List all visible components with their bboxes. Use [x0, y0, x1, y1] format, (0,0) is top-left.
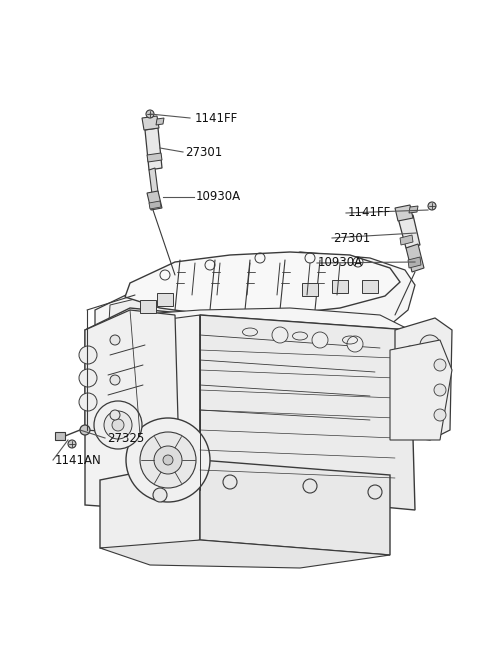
- Circle shape: [347, 336, 363, 352]
- Circle shape: [79, 346, 97, 364]
- Polygon shape: [302, 283, 318, 296]
- Polygon shape: [156, 118, 164, 125]
- Polygon shape: [145, 128, 162, 170]
- Circle shape: [79, 393, 97, 411]
- Polygon shape: [362, 280, 378, 293]
- Circle shape: [163, 455, 173, 465]
- Circle shape: [434, 384, 446, 396]
- Text: 27301: 27301: [185, 145, 222, 159]
- Polygon shape: [142, 116, 159, 130]
- Circle shape: [146, 110, 154, 118]
- Polygon shape: [149, 168, 158, 194]
- Circle shape: [303, 479, 317, 493]
- Polygon shape: [200, 460, 390, 555]
- Text: 1141FF: 1141FF: [195, 111, 238, 124]
- Circle shape: [272, 327, 288, 343]
- Circle shape: [79, 369, 97, 387]
- Circle shape: [420, 405, 440, 425]
- Polygon shape: [398, 215, 420, 248]
- Polygon shape: [100, 460, 200, 555]
- Circle shape: [110, 410, 120, 420]
- Polygon shape: [390, 340, 452, 440]
- Circle shape: [223, 475, 237, 489]
- Text: 27325: 27325: [107, 432, 144, 445]
- Circle shape: [153, 488, 167, 502]
- Polygon shape: [55, 432, 65, 440]
- Circle shape: [420, 382, 440, 402]
- Circle shape: [428, 202, 436, 210]
- Text: 27301: 27301: [333, 231, 370, 244]
- Polygon shape: [149, 201, 161, 209]
- Polygon shape: [147, 153, 162, 162]
- Polygon shape: [95, 293, 200, 362]
- Polygon shape: [100, 540, 390, 568]
- Text: 1141FF: 1141FF: [348, 206, 391, 219]
- Circle shape: [94, 401, 142, 449]
- Circle shape: [312, 332, 328, 348]
- Polygon shape: [108, 293, 185, 352]
- Circle shape: [434, 409, 446, 421]
- Circle shape: [112, 419, 124, 431]
- Polygon shape: [255, 252, 415, 332]
- Text: 10930A: 10930A: [318, 257, 363, 269]
- Circle shape: [368, 485, 382, 499]
- Polygon shape: [395, 318, 452, 440]
- Circle shape: [104, 411, 132, 439]
- Polygon shape: [409, 206, 418, 213]
- Polygon shape: [200, 315, 415, 510]
- Polygon shape: [408, 257, 421, 268]
- Polygon shape: [395, 205, 413, 221]
- Circle shape: [126, 418, 210, 502]
- Polygon shape: [147, 191, 162, 210]
- Circle shape: [420, 358, 440, 378]
- Circle shape: [110, 335, 120, 345]
- Text: 10930A: 10930A: [196, 191, 241, 204]
- Polygon shape: [125, 252, 400, 315]
- Text: 1141AN: 1141AN: [55, 453, 102, 466]
- Polygon shape: [85, 310, 178, 435]
- Polygon shape: [400, 235, 413, 245]
- Polygon shape: [332, 280, 348, 293]
- Polygon shape: [85, 308, 200, 510]
- Circle shape: [434, 359, 446, 371]
- Polygon shape: [140, 300, 156, 313]
- Circle shape: [80, 425, 90, 435]
- Circle shape: [68, 440, 76, 448]
- Polygon shape: [406, 244, 424, 272]
- Circle shape: [154, 446, 182, 474]
- Circle shape: [420, 335, 440, 355]
- Circle shape: [140, 432, 196, 488]
- Polygon shape: [157, 293, 173, 306]
- Polygon shape: [85, 308, 410, 330]
- Circle shape: [110, 375, 120, 385]
